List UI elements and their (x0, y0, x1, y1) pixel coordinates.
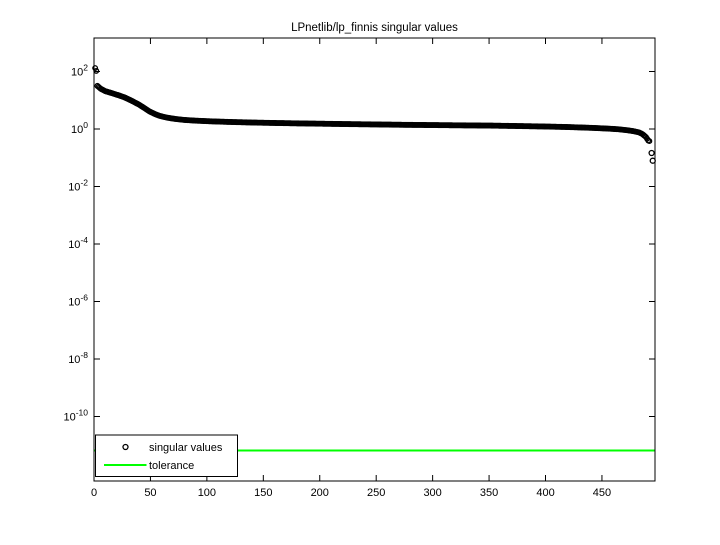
legend: singular values tolerance (95, 434, 238, 477)
x-tick-label: 0 (91, 487, 97, 499)
singular-values-series (92, 65, 656, 164)
singular-value-marker (93, 67, 100, 74)
y-tick-label: 10-4 (68, 235, 88, 251)
y-tick-label: 10-2 (68, 178, 88, 194)
x-tick-label: 200 (311, 487, 329, 499)
singular-value-outlier-marker (649, 157, 656, 164)
singular-value-marker (646, 138, 653, 145)
x-tick-label: 100 (198, 487, 216, 499)
legend-box (95, 434, 238, 477)
x-tick-label: 50 (144, 487, 156, 499)
legend-label-tolerance: tolerance (149, 460, 194, 472)
legend-marker-circle-icon (122, 443, 129, 451)
y-tick-label: 10-10 (63, 408, 88, 424)
plot-axes: 0 50 100 150 200 250 300 350 400 450 102 100 10-2 10-… (63, 37, 656, 499)
x-tick-label: 350 (480, 487, 498, 499)
singular-value-outlier-marker (648, 149, 655, 157)
x-tick-label: 300 (423, 487, 441, 499)
y-tick-label: 10-8 (68, 350, 88, 366)
x-tick-label: 400 (536, 487, 554, 499)
singular-value-marker (92, 65, 99, 71)
legend-label-singular-values: singular values (149, 442, 223, 454)
y-tick-label: 10-6 (68, 293, 88, 309)
x-tick-label: 250 (367, 487, 385, 499)
x-tick-label: 150 (254, 487, 272, 499)
chart-title: LPnetlib/lp_finnis singular values (291, 22, 458, 34)
plot-box (93, 37, 656, 482)
y-tick-label: 100 (71, 120, 88, 136)
x-tick-label: 450 (593, 487, 611, 499)
y-tick-label: 102 (71, 63, 88, 79)
